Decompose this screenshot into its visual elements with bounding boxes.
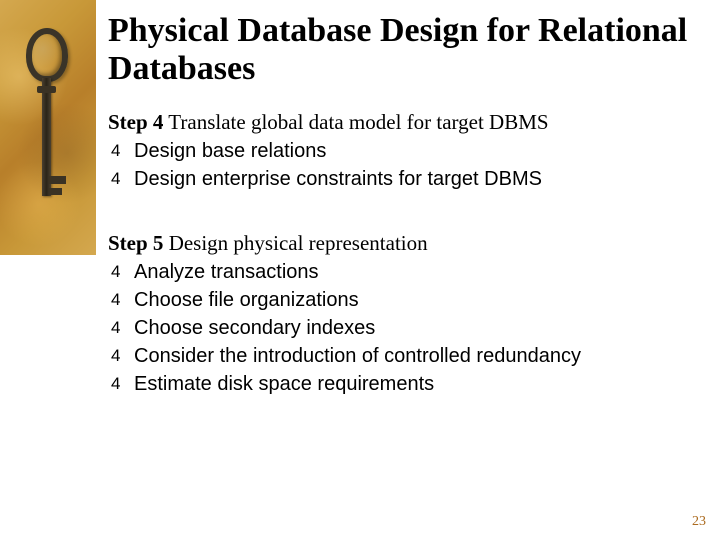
slide-content: Physical Database Design for Relational … [108,12,700,399]
list-item: 4 Estimate disk space requirements [108,371,700,398]
bullet-text: Choose secondary indexes [134,315,375,342]
step-5-text: Design physical representation [163,231,427,255]
list-item: 4 Choose file organizations [108,287,700,314]
page-number: 23 [692,514,706,530]
key-icon [20,28,74,218]
list-item: 4 Design enterprise constraints for targ… [108,166,700,193]
bullet-icon: 4 [108,343,134,369]
step-4-text: Translate global data model for target D… [163,110,548,134]
bullet-icon: 4 [108,138,134,164]
list-item: 4 Design base relations [108,138,700,165]
bullet-icon: 4 [108,371,134,397]
step-5-heading: Step 5 Design physical representation [108,231,700,256]
decorative-sidebar [0,0,96,255]
step-4-block: Step 4 Translate global data model for t… [108,110,700,193]
list-item: 4 Choose secondary indexes [108,315,700,342]
bullet-text: Design enterprise constraints for target… [134,166,542,193]
step-4-heading: Step 4 Translate global data model for t… [108,110,700,135]
slide-title: Physical Database Design for Relational … [108,12,700,88]
step-4-label: Step 4 [108,110,163,134]
step-5-bullets: 4 Analyze transactions 4 Choose file org… [108,259,700,398]
list-item: 4 Consider the introduction of controlle… [108,343,700,370]
bullet-text: Analyze transactions [134,259,319,286]
bullet-icon: 4 [108,259,134,285]
bullet-text: Choose file organizations [134,287,359,314]
bullet-text: Estimate disk space requirements [134,371,434,398]
bullet-icon: 4 [108,287,134,313]
step-5-label: Step 5 [108,231,163,255]
step-4-bullets: 4 Design base relations 4 Design enterpr… [108,138,700,193]
bullet-icon: 4 [108,166,134,192]
bullet-icon: 4 [108,315,134,341]
bullet-text: Design base relations [134,138,326,165]
list-item: 4 Analyze transactions [108,259,700,286]
bullet-text: Consider the introduction of controlled … [134,343,581,370]
step-5-block: Step 5 Design physical representation 4 … [108,231,700,398]
